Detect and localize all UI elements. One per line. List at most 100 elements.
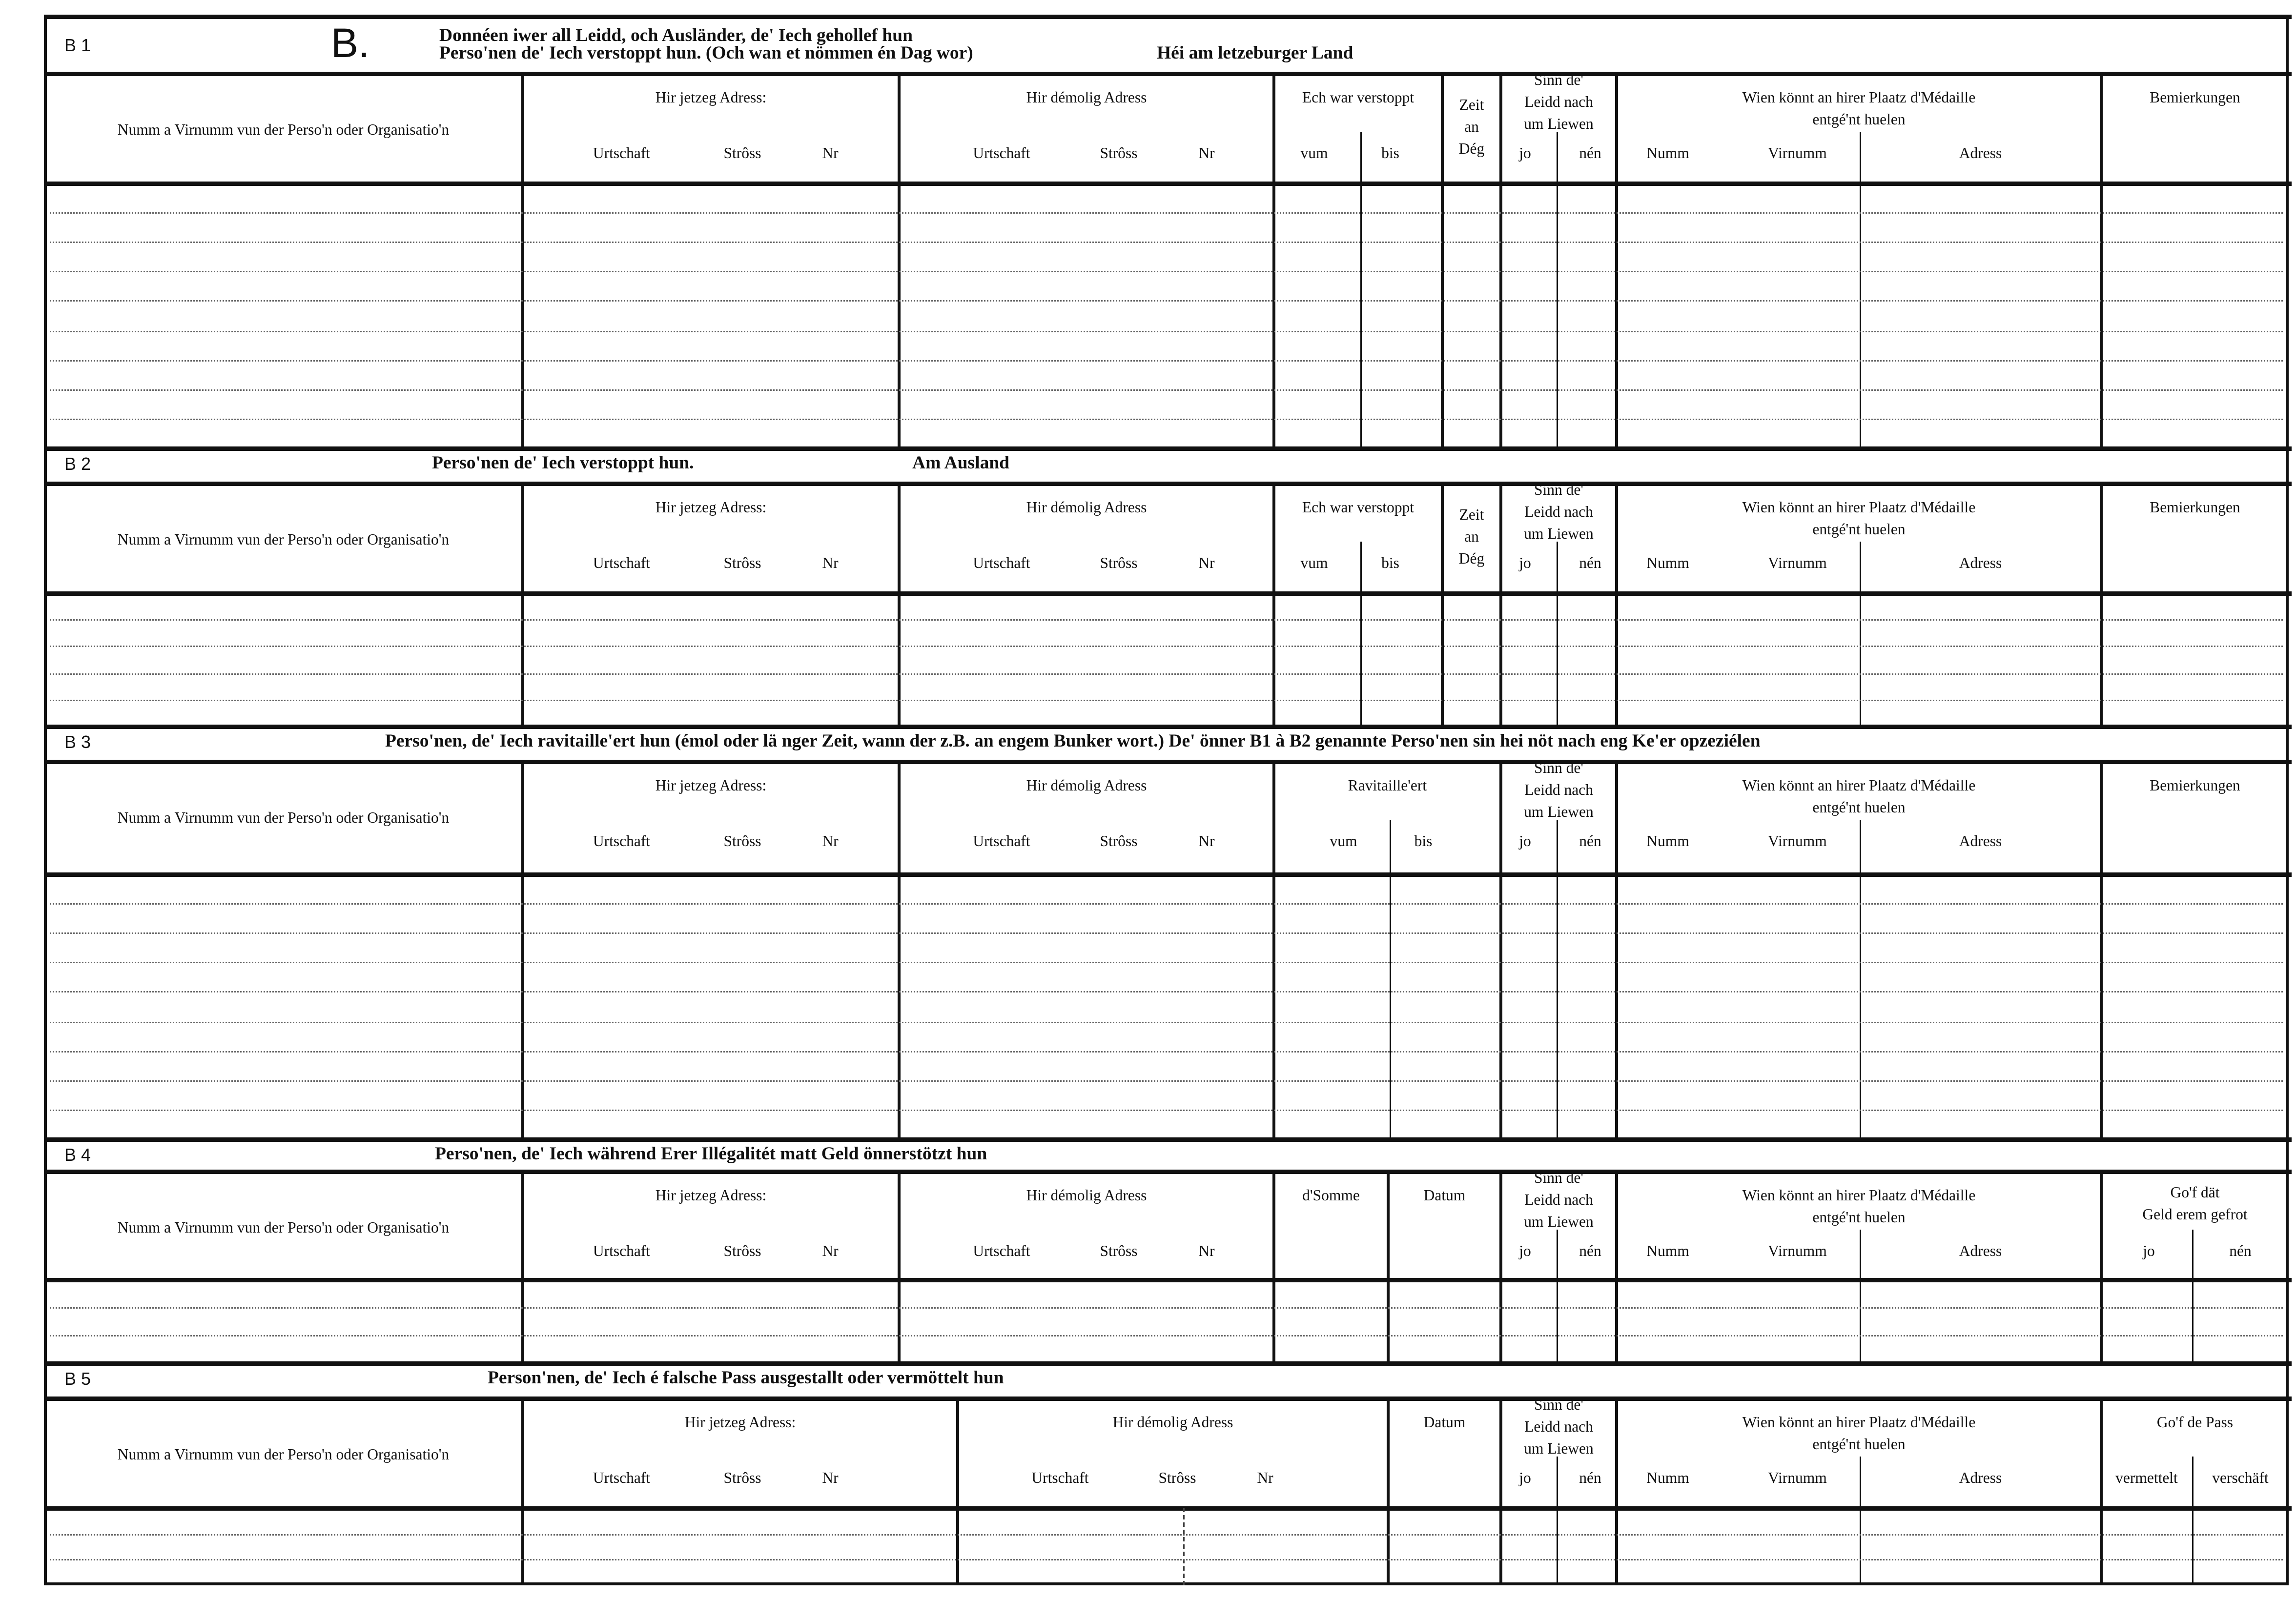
section-2-entry-line[interactable] [50,646,2283,647]
section-3-column-divider [898,761,901,1139]
section-4-header-money-no: nén [2229,1244,2252,1260]
section-1-subcolumn-divider [1557,132,1558,448]
section-5-header-firstname: Virnumm [1768,1471,1827,1487]
section-1-header-no: nén [1579,146,1601,162]
section-2-header-former-address: Hir démolig Adress [1026,501,1147,517]
section-1-header-name: Numm a Virnumm vun der Perso'n oder Orga… [117,123,450,139]
section-4-subcolumn-divider [1557,1230,1558,1363]
section-2-subcolumn-divider [1360,542,1362,726]
section-2-header-no: nén [1579,556,1601,572]
section-3-header-to: bis [1414,834,1433,850]
section-5-column-divider [956,1398,959,1585]
section-5-header-town: Urtschaft [1031,1471,1089,1487]
section-3-header-name: Numm a Virnumm vun der Perso'n oder Orga… [117,811,450,827]
section-4-header-money-yes: jo [2143,1244,2155,1260]
section-1-subcolumn-divider [1360,132,1362,448]
section-5-header-street: Strôss [723,1471,761,1487]
section-1-header-days: Zeit an Dég [1458,98,1485,158]
section-5-header-top-line [44,1397,2292,1401]
section-1-entry-line[interactable] [50,212,2283,214]
section-3-header-number: Nr [822,834,839,850]
section-1-header-number: Nr [1198,146,1215,162]
section-4-header-top-line [44,1170,2292,1174]
section-1-header-medal: Wien könnt an hirer Plaatz d'Médaille en… [1742,91,1976,129]
section-3-column-divider [1272,761,1275,1139]
section-2-subcolumn-divider [1557,542,1558,726]
section-3-header-town: Urtschaft [973,834,1030,850]
section-4-subcolumn-divider [1860,1230,1861,1363]
section-5-header-former-address: Hir démolig Adress [1112,1416,1233,1432]
section-3-entry-line[interactable] [50,1051,2283,1053]
section-4-header-firstname: Virnumm [1768,1244,1827,1260]
section-1-entry-line[interactable] [50,360,2283,362]
section-3-entry-line[interactable] [50,903,2283,905]
section-1-header-alive: Sinn de' Leidd nach um Liewen [1524,73,1594,133]
section-1-entry-line[interactable] [50,242,2283,243]
section-1-column-divider [521,73,524,448]
section-3-column-divider [2100,761,2103,1139]
section-1-entry-line[interactable] [50,389,2283,391]
section-1-entry-line[interactable] [50,419,2283,420]
section-4-entry-line[interactable] [50,1335,2283,1336]
section-2-header-town: Urtschaft [973,556,1030,572]
section-3-subcolumn-divider [1557,820,1558,1139]
section-4-header-date: Datum [1423,1189,1466,1205]
section-2-column-divider [1441,483,1444,726]
section-5-subcolumn-divider [1860,1457,1861,1585]
section-1-header-hidden: Ech war verstoppt [1302,91,1414,107]
section-4-header-no: nén [1579,1244,1601,1260]
section-1-entry-line[interactable] [50,331,2283,332]
section-4-header-surname: Numm [1646,1244,1689,1260]
section-3-entry-line[interactable] [50,991,2283,992]
section-2-entry-line[interactable] [50,700,2283,701]
section-3-column-divider [1499,761,1502,1139]
section-5-entry-line[interactable] [50,1534,2283,1536]
section-4-header-alive: Sinn de' Leidd nach um Liewen [1524,1171,1594,1231]
section-3-header-remarks: Bemierkungen [2150,779,2240,795]
section-1-column-divider [1499,73,1502,448]
section-3-header-address: Adress [1959,834,2002,850]
section-5-entry-line[interactable] [50,1559,2283,1560]
section-5-header-provided: verschäft [2212,1471,2269,1487]
section-2-header-hidden: Ech war verstoppt [1302,501,1414,517]
section-4-entry-line[interactable] [50,1307,2283,1309]
section-3-entry-line[interactable] [50,1022,2283,1023]
section-5-header-date: Datum [1423,1416,1466,1432]
section-3-entry-line[interactable] [50,962,2283,963]
section-4-header-address: Adress [1959,1244,2002,1260]
section-2-data-top-line [44,591,2292,596]
section-1-title-line: Donnéen iwer all Leidd, och Ausländer, d… [439,25,913,45]
section-5-header-number: Nr [822,1471,839,1487]
section-5-header-current-address: Hir jetzeg Adress: [684,1416,796,1432]
section-3-header-number: Nr [1198,834,1215,850]
section-2-column-divider [1272,483,1275,726]
section-1-column-divider [1272,73,1275,448]
section-4-header-name: Numm a Virnumm vun der Perso'n oder Orga… [117,1221,450,1237]
section-2-entry-line[interactable] [50,619,2283,621]
section-1-bottom-line [44,446,2292,451]
section-5-header-town: Urtschaft [593,1471,651,1487]
section-1-header-street: Strôss [723,146,761,162]
section-5-header-no: nén [1579,1471,1601,1487]
section-5-header-address: Adress [1959,1471,2002,1487]
section-3-entry-line[interactable] [50,1110,2283,1111]
section-1-entry-line[interactable] [50,271,2283,272]
section-4-title-line: Perso'nen, de' Iech während Erer Illégal… [435,1143,987,1164]
section-5-header-surname: Numm [1646,1471,1689,1487]
section-3-column-divider [1615,761,1618,1139]
section-4-subcolumn-divider [2192,1230,2194,1363]
section-4-header-number: Nr [1198,1244,1215,1260]
section-2-header-number: Nr [822,556,839,572]
section-5-subcolumn-divider [1557,1457,1558,1585]
section-3-header-surname: Numm [1646,834,1689,850]
section-3-entry-line[interactable] [50,1080,2283,1082]
section-4-column-divider [1387,1171,1390,1363]
section-3-entry-line[interactable] [50,932,2283,934]
section-1-id: B 1 [64,35,91,56]
section-2-header-street: Strôss [723,556,761,572]
section-3-header-supplied: Ravitaille'ert [1348,779,1427,795]
section-2-column-divider [1615,483,1618,726]
section-1-entry-line[interactable] [50,300,2283,302]
section-4-column-divider [1499,1171,1502,1363]
section-2-entry-line[interactable] [50,673,2283,675]
